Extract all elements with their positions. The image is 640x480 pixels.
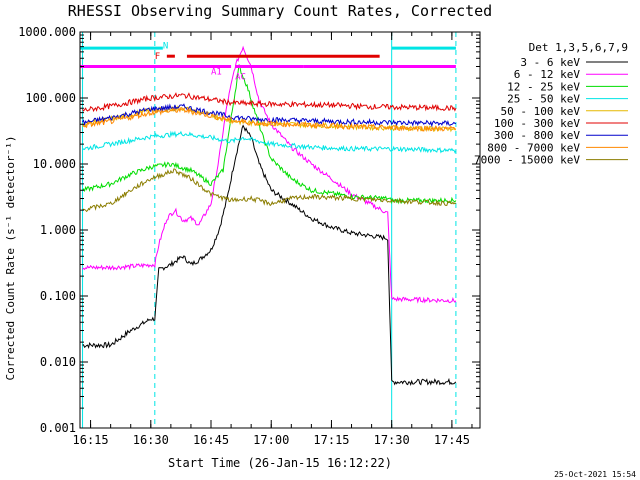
legend-label-3-6-kev: 3 - 6 keV <box>520 56 580 69</box>
series-line-100-300-kev <box>82 92 457 113</box>
legend-title: Det 1,3,5,6,7,9 <box>529 41 628 54</box>
y-tick-label: 1.000 <box>40 223 76 237</box>
series-line-800-7000-kev <box>82 107 456 133</box>
legend-label-50-100-kev: 50 - 100 keV <box>501 105 581 118</box>
y-tick-label: 10.000 <box>33 157 76 171</box>
y-axis-label: Corrected Count Rate (s⁻¹ detector⁻¹) <box>4 135 17 380</box>
x-axis-label: Start Time (26-Jan-15 16:12:22) <box>168 456 392 470</box>
legend-label-25-50-kev: 25 - 50 keV <box>507 93 580 106</box>
x-tick-label: 17:00 <box>253 433 289 447</box>
x-tick-label: 17:15 <box>313 433 349 447</box>
chart-title: RHESSI Observing Summary Count Rates, Co… <box>68 2 492 20</box>
axes: 1000.000 100.000 10.000 1.000 0.100 0.010 0.00… <box>18 25 481 447</box>
y-tick-label: 1000.000 <box>18 25 76 39</box>
x-tick-label: 17:45 <box>434 433 470 447</box>
legend-label-300-800-kev: 300 - 800 keV <box>494 129 580 142</box>
x-tick-label: 16:45 <box>193 433 229 447</box>
legend-label-7000-15000-kev: 7000 - 15000 keV <box>474 154 580 167</box>
series-line-7000-15000-kev <box>82 168 457 213</box>
flag-label-f: F <box>155 52 160 62</box>
timestamp: 25-Oct-2021 15:54 <box>554 470 636 479</box>
legend-label-6-12-kev: 6 - 12 keV <box>514 68 581 81</box>
x-tick-label: 16:30 <box>133 433 169 447</box>
series-line-6-12-kev <box>82 45 457 304</box>
series-line-300-800-kev <box>82 103 456 128</box>
series-line-25-50-kev <box>82 130 457 154</box>
legend-label-100-300-kev: 100 - 300 keV <box>494 117 580 130</box>
y-tick-label: 0.001 <box>40 421 76 435</box>
flag-label-a1: A1 <box>211 68 222 78</box>
flag-label-ac: AC <box>235 73 246 83</box>
y-tick-label: 0.100 <box>40 289 76 303</box>
x-tick-label: 16:15 <box>73 433 109 447</box>
y-tick-label: 0.010 <box>40 355 76 369</box>
legend-label-800-7000-kev: 800 - 7000 keV <box>487 141 580 154</box>
x-tick-label: 17:30 <box>374 433 410 447</box>
y-tick-label: 100.000 <box>25 91 76 105</box>
series-line-3-6-kev <box>82 124 457 386</box>
plot-area: NF A1 AC <box>80 32 457 428</box>
legend-label-12-25-kev: 12 - 25 keV <box>507 80 580 93</box>
flag-label-n: N <box>163 42 168 52</box>
